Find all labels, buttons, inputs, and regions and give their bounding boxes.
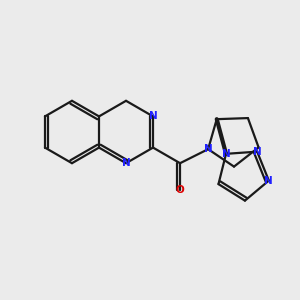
Text: O: O	[176, 185, 184, 195]
Text: N: N	[253, 147, 262, 157]
Text: N: N	[149, 111, 158, 122]
Text: N: N	[122, 158, 130, 168]
Text: N: N	[265, 176, 273, 186]
Text: N: N	[222, 149, 230, 159]
Text: N: N	[204, 144, 212, 154]
